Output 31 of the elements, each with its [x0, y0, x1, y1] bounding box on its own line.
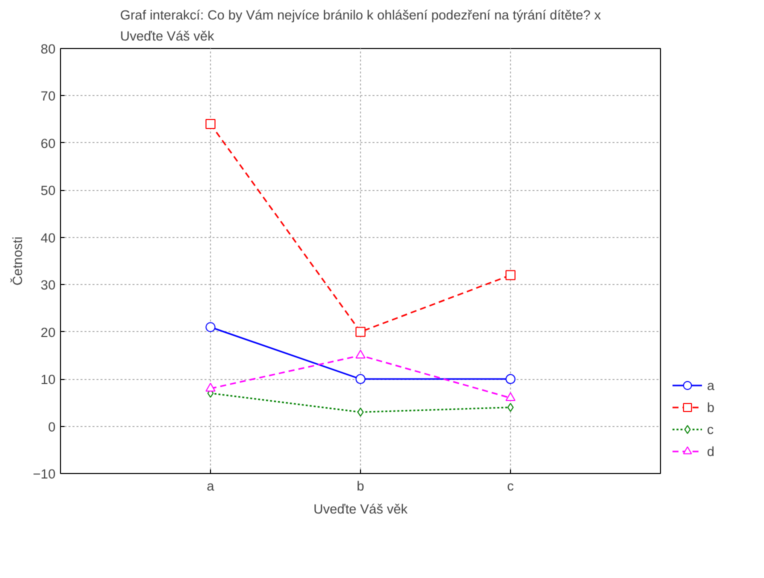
point	[357, 408, 364, 417]
legend-label: d	[707, 444, 716, 458]
y-tick-label: 60	[40, 136, 56, 151]
y-tick-label: 50	[40, 183, 56, 198]
chart-title: Graf interakcí: Co by Vám nejvíce bránilo k ohlášení podezření na týrání dítěte? x Uveďte Váš věk	[120, 8, 602, 44]
x-tick-label: a	[206, 478, 215, 494]
point	[356, 374, 366, 384]
y-tick-label: 10	[40, 372, 56, 388]
point	[356, 326, 366, 337]
y-axis-title: Četnosti	[10, 236, 25, 286]
y-tick-label: 80	[40, 42, 56, 56]
legend-label: c	[707, 422, 715, 436]
y-tick-label: 0	[48, 419, 56, 434]
x-tick-label: c	[507, 478, 514, 494]
point	[506, 374, 516, 384]
legend-label: b	[707, 400, 716, 414]
point	[507, 402, 514, 412]
y-tick-label: 70	[40, 88, 56, 104]
y-tick-label: 20	[40, 324, 56, 340]
point	[506, 270, 516, 280]
x-axis-title: Uveďte Váš věk	[313, 502, 408, 516]
point	[506, 392, 516, 402]
legend-label: a	[707, 378, 716, 392]
point	[206, 322, 216, 332]
point	[206, 382, 216, 392]
y-tick-label: 30	[40, 278, 56, 293]
point	[206, 119, 216, 130]
x-tick-label: b	[356, 478, 364, 494]
y-tick-label: 40	[40, 230, 56, 246]
y-tick-label: −10	[32, 466, 56, 482]
point	[356, 350, 366, 359]
